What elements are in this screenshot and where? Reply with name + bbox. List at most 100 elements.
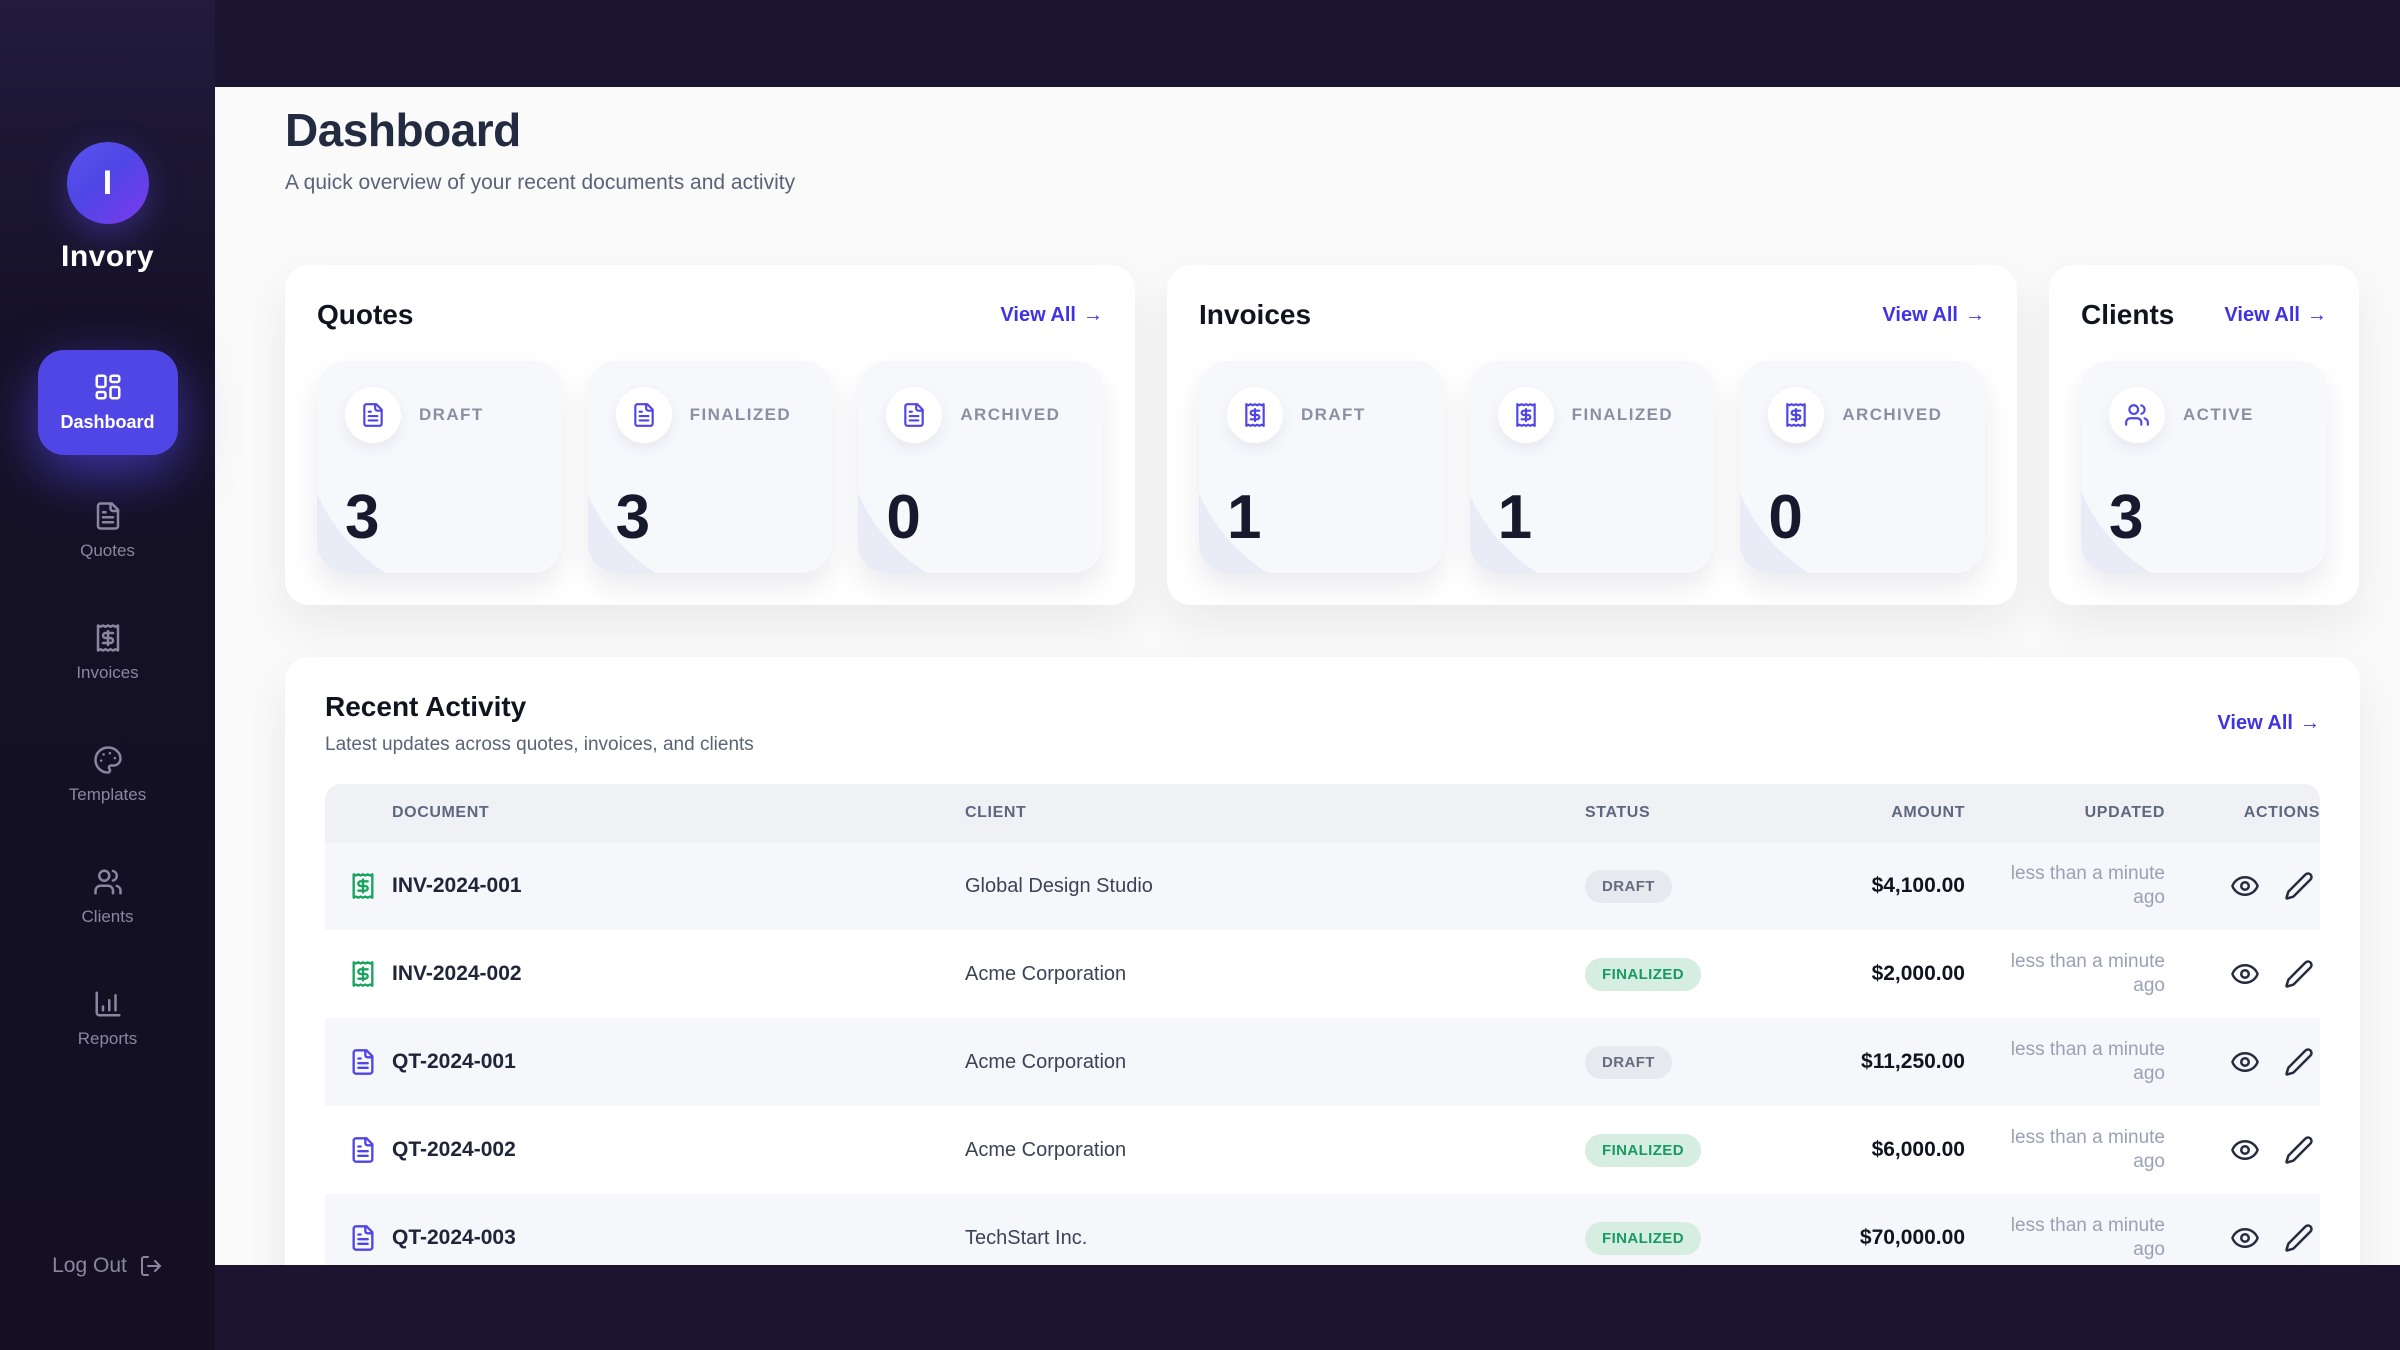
- view-button[interactable]: [2230, 1223, 2260, 1253]
- sidebar-item-label: Dashboard: [60, 412, 155, 432]
- quotes-finalized-stat-tile: FINALIZED 3: [587, 361, 833, 573]
- users-icon: [2125, 404, 2149, 426]
- amount: $6,000.00: [1871, 1138, 1965, 1161]
- sidebar-item-label: Quotes: [80, 541, 135, 560]
- quotes-view-all-link[interactable]: View All →: [1000, 303, 1103, 326]
- stat-label: ARCHIVED: [960, 405, 1061, 424]
- stat-value: 1: [1227, 483, 1262, 552]
- column-header-amount: AMOUNT: [1891, 804, 1965, 821]
- arrow-right-icon: →: [1965, 303, 1985, 326]
- quotes-card: Quotes View All → DRAFT 3 FI: [285, 265, 1135, 605]
- invoices-card-title: Invoices: [1199, 299, 1312, 330]
- page-subtitle: A quick overview of your recent document…: [285, 171, 796, 194]
- edit-button[interactable]: [2284, 1223, 2314, 1253]
- client-name: Acme Corporation: [965, 1138, 1127, 1161]
- logout-label: Log Out: [52, 1254, 127, 1277]
- sidebar-item-quotes[interactable]: Quotes: [38, 485, 178, 577]
- view-button[interactable]: [2230, 1135, 2260, 1165]
- status-badge: FINALIZED: [1585, 957, 1701, 991]
- stat-label: ARCHIVED: [1842, 405, 1943, 424]
- sidebar-item-templates[interactable]: Templates: [38, 729, 178, 821]
- receipt-icon: [1786, 403, 1807, 427]
- file-text-icon: [352, 1137, 374, 1163]
- receipt-icon: [1245, 403, 1265, 427]
- file-text-icon: [352, 1225, 374, 1251]
- sidebar-item-clients[interactable]: Clients: [38, 851, 178, 943]
- stat-label: DRAFT: [419, 405, 484, 424]
- view-button[interactable]: [2230, 1047, 2260, 1077]
- file-text-icon: [633, 403, 654, 427]
- stat-label: ACTIVE: [2183, 405, 2254, 424]
- column-header-status: STATUS: [1585, 804, 1651, 821]
- view-button[interactable]: [2230, 959, 2260, 989]
- eye-icon: [2231, 964, 2259, 984]
- layout-dashboard-icon: [95, 374, 120, 400]
- edit-button[interactable]: [2284, 871, 2314, 901]
- updated-time: less than a minute ago: [2010, 951, 2165, 996]
- stat-value: 1: [1497, 483, 1533, 552]
- recent-activity-subtitle: Latest updates across quotes, invoices, …: [325, 734, 754, 755]
- sidebar-item-dashboard[interactable]: Dashboard: [37, 350, 178, 455]
- amount: $70,000.00: [1859, 1226, 1965, 1249]
- file-text-icon: [363, 403, 383, 427]
- stat-value: 3: [2109, 483, 2144, 552]
- table-row: INV-2024-002 Acme Corporation FINALIZED …: [325, 930, 2320, 1018]
- arrow-right-icon: →: [2307, 303, 2327, 326]
- document-id: INV-2024-002: [392, 962, 522, 985]
- sidebar-item-label: Reports: [77, 1029, 138, 1048]
- amount: $11,250.00: [1861, 1050, 1965, 1073]
- clients-view-all-link[interactable]: View All →: [2224, 303, 2327, 326]
- document-id: INV-2024-001: [392, 874, 522, 897]
- arrow-right-icon: →: [1083, 303, 1103, 326]
- document-id: QT-2024-002: [392, 1138, 516, 1161]
- activity-table: DOCUMENT CLIENT STATUS AMOUNT UPDATED AC…: [325, 784, 2320, 1265]
- stat-value: 3: [345, 483, 380, 552]
- status-badge: FINALIZED: [1585, 1133, 1701, 1167]
- pencil-icon: [2285, 960, 2313, 988]
- eye-icon: [2231, 1228, 2259, 1248]
- amount: $4,100.00: [1871, 874, 1965, 897]
- sidebar-item-reports[interactable]: Reports: [38, 973, 178, 1065]
- summary-cards-row: Quotes View All → DRAFT 3 FI: [285, 265, 2360, 605]
- pencil-icon: [2285, 1224, 2313, 1252]
- quotes-draft-stat-tile: DRAFT 3: [317, 361, 562, 573]
- pencil-icon: [2285, 872, 2313, 900]
- view-button[interactable]: [2230, 871, 2260, 901]
- eye-icon: [2231, 1052, 2259, 1072]
- invoices-archived-stat-tile: ARCHIVED 0: [1740, 361, 1986, 573]
- status-badge: DRAFT: [1585, 869, 1672, 903]
- bar-chart-icon: [95, 991, 120, 1017]
- activity-table-header: DOCUMENT CLIENT STATUS AMOUNT UPDATED AC…: [325, 784, 2320, 842]
- file-text-icon: [96, 502, 119, 530]
- column-header-actions: ACTIONS: [2243, 804, 2320, 821]
- invoices-view-all-link[interactable]: View All →: [1882, 303, 1985, 326]
- stat-value: 0: [886, 483, 921, 552]
- brand-name: Invory: [60, 240, 155, 273]
- status-badge: FINALIZED: [1585, 1221, 1701, 1255]
- client-name: Acme Corporation: [965, 1050, 1127, 1073]
- updated-time: less than a minute ago: [2010, 1039, 2165, 1084]
- stat-label: DRAFT: [1301, 405, 1366, 424]
- client-name: Global Design Studio: [965, 874, 1153, 897]
- client-name: TechStart Inc.: [965, 1226, 1088, 1249]
- sidebar-item-invoices[interactable]: Invoices: [38, 607, 178, 699]
- stat-label: FINALIZED: [689, 405, 792, 424]
- users-icon: [93, 869, 122, 895]
- edit-button[interactable]: [2284, 1135, 2314, 1165]
- eye-icon: [2231, 876, 2259, 896]
- edit-button[interactable]: [2284, 959, 2314, 989]
- sidebar-item-label: Invoices: [76, 663, 139, 682]
- table-row: INV-2024-001 Global Design Studio DRAFT …: [325, 842, 2320, 930]
- pencil-icon: [2285, 1048, 2313, 1076]
- sidebar-item-label: Clients: [81, 907, 134, 926]
- arrow-right-icon: →: [2300, 712, 2320, 734]
- activity-view-all-link[interactable]: View All →: [2217, 712, 2320, 734]
- receipt-icon: [96, 624, 119, 652]
- receipt-icon: [1515, 403, 1536, 427]
- file-text-icon: [352, 1049, 374, 1075]
- palette-icon: [93, 746, 122, 774]
- logout-button[interactable]: Log Out: [52, 1254, 163, 1278]
- clients-card: Clients View All → ACTIVE 3: [2049, 265, 2359, 605]
- edit-button[interactable]: [2284, 1047, 2314, 1077]
- recent-activity-title: Recent Activity: [325, 691, 527, 722]
